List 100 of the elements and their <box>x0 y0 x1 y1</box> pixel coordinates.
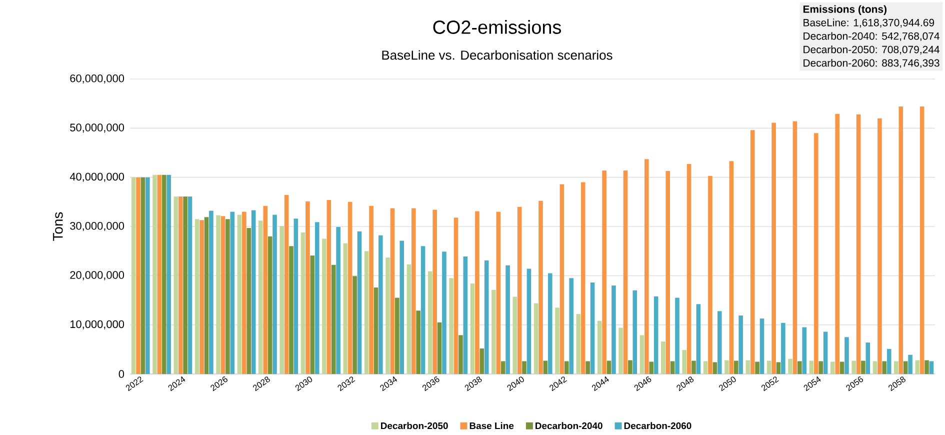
bar <box>174 196 178 374</box>
legend-label: Decarbon-2040 <box>536 422 602 430</box>
bar <box>280 226 284 374</box>
bar <box>454 218 458 374</box>
bar <box>772 122 776 374</box>
y-tick-label: 40,000,000 <box>70 172 124 182</box>
bar <box>606 360 612 374</box>
bar <box>343 243 348 374</box>
bar <box>300 232 306 374</box>
bar <box>400 240 404 374</box>
bar <box>194 219 200 374</box>
bar <box>326 200 332 374</box>
bar <box>903 361 908 374</box>
bar <box>564 361 569 374</box>
y-tick-label: 20,000,000 <box>70 271 124 280</box>
bar <box>314 222 320 374</box>
bar <box>856 114 861 374</box>
bar <box>449 278 454 374</box>
bar <box>178 196 183 374</box>
bar <box>898 106 904 374</box>
y-tick-label: 60,000,000 <box>70 74 124 84</box>
bar <box>237 214 242 374</box>
bar <box>548 273 552 374</box>
bar <box>712 362 718 374</box>
bar <box>428 271 432 374</box>
bar <box>886 348 892 374</box>
bar <box>809 360 814 374</box>
bar <box>602 170 606 374</box>
bar <box>696 304 701 374</box>
bar <box>512 296 518 374</box>
bar <box>560 184 564 374</box>
bar <box>463 256 468 374</box>
bar <box>543 360 548 374</box>
text: Decarbon-2050: 708,079,244 <box>804 46 940 54</box>
bar <box>395 298 400 374</box>
bar <box>894 361 898 374</box>
bar <box>364 251 369 374</box>
bar <box>760 318 764 374</box>
bar <box>470 284 475 374</box>
bar <box>734 360 738 374</box>
bar <box>644 159 649 374</box>
bar <box>861 360 866 374</box>
bar <box>369 206 374 374</box>
bar <box>209 210 214 374</box>
bar <box>336 226 340 374</box>
bar <box>162 174 166 374</box>
bar <box>555 308 560 374</box>
bar <box>750 130 755 374</box>
bar <box>632 290 638 374</box>
bar <box>729 161 734 374</box>
text: Decarbon-2040: 542,768,074 <box>804 32 940 42</box>
y-tick-label: 10,000,000 <box>70 320 124 330</box>
bar <box>310 256 315 374</box>
bar <box>788 358 792 374</box>
bar <box>492 290 496 374</box>
bar <box>289 246 294 374</box>
legend-label: Decarbon-2050 <box>381 422 448 430</box>
bar <box>908 354 912 374</box>
bar <box>924 360 929 374</box>
bar <box>872 361 878 374</box>
bar <box>357 231 362 374</box>
bar <box>246 228 252 374</box>
bar <box>920 106 924 374</box>
bar <box>844 337 849 374</box>
bar <box>738 315 743 374</box>
bar <box>569 278 574 374</box>
y-tick-label: 30,000,000 <box>70 222 124 232</box>
bar <box>136 177 140 374</box>
chart-subtitle: BaseLine vs. Decarbonisation scenarios <box>382 50 612 60</box>
bar <box>140 177 146 374</box>
bar <box>670 361 675 374</box>
bar <box>200 220 204 374</box>
bar <box>251 210 256 374</box>
legend-label: Decarbon-2060 <box>624 422 692 430</box>
bar <box>183 196 188 374</box>
bar <box>458 335 463 374</box>
bar <box>374 287 378 374</box>
bar <box>830 362 835 374</box>
bar <box>818 361 823 374</box>
bar <box>500 361 506 374</box>
bar <box>580 182 586 374</box>
chart-title: CO2-emissions <box>433 20 561 34</box>
bar <box>746 360 750 374</box>
bar <box>242 212 246 374</box>
bar <box>406 264 412 374</box>
bar <box>420 246 426 374</box>
bar <box>526 268 532 374</box>
bar <box>220 216 226 374</box>
bar <box>145 177 150 374</box>
y-tick-label: 50,000,000 <box>70 124 124 133</box>
bar <box>703 361 708 374</box>
bar <box>792 121 798 374</box>
bar <box>390 208 395 374</box>
bar <box>506 265 510 374</box>
bar <box>755 362 760 374</box>
bar <box>802 327 807 374</box>
bar <box>294 218 298 374</box>
bar <box>781 322 786 374</box>
bar <box>204 217 209 374</box>
bar <box>496 212 501 374</box>
